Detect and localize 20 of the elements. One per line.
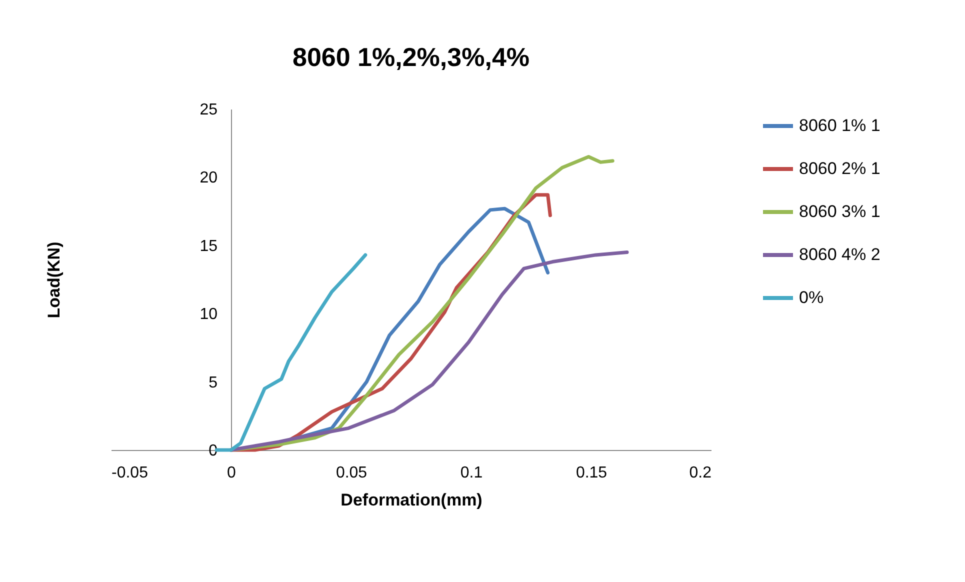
x-tick-label: -0.05 <box>112 464 148 482</box>
y-tick-label: 20 <box>200 170 218 187</box>
line-series <box>229 250 629 452</box>
x-tick-label: 0.2 <box>689 464 712 482</box>
x-tick-label: 0.05 <box>336 464 368 482</box>
legend-label: 8060 2% 1 <box>799 159 880 178</box>
chart-title: 8060 1%,2%,3%,4% <box>292 42 530 72</box>
y-tick-label: 5 <box>208 374 218 392</box>
x-tick-label: 0 <box>227 464 236 482</box>
y-tick-label: 15 <box>200 238 218 255</box>
y-axis-title: Load(KN) <box>44 242 64 318</box>
x-tick-label: 0.1 <box>460 464 483 482</box>
legend-label: 8060 1% 1 <box>799 116 880 135</box>
legend-label: 8060 4% 2 <box>799 245 880 264</box>
y-tick-label: 25 <box>200 102 218 118</box>
y-tick-label: 10 <box>200 306 218 324</box>
x-tick-label: 0.15 <box>576 464 608 482</box>
x-axis-title: Deformation(mm) <box>340 490 482 510</box>
legend-label: 0% <box>799 288 824 307</box>
legend-label: 8060 3% 1 <box>799 202 880 221</box>
